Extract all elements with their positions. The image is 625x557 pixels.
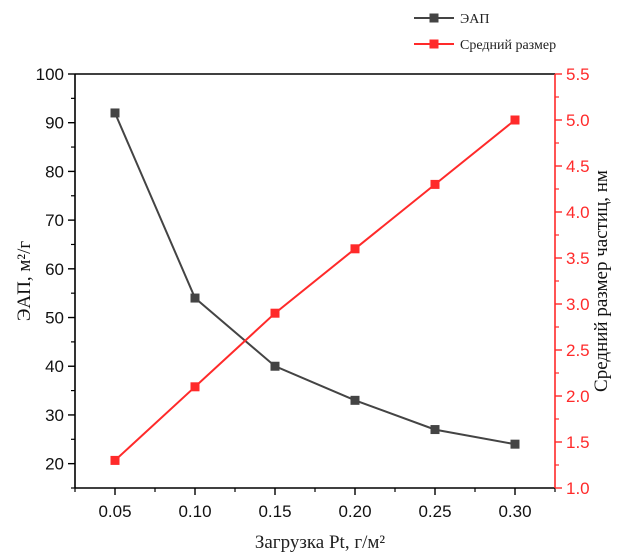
y-axis-right-title: Средний размер частиц, нм (591, 170, 612, 392)
y-left-tick-label: 70 (45, 211, 64, 230)
series-size-point (350, 244, 360, 254)
x-tick-label: 0.20 (338, 502, 371, 521)
y-left-tick-label: 90 (45, 114, 64, 133)
y-left-tick-label: 80 (45, 162, 64, 181)
series-size-point (270, 308, 280, 318)
y-right-tick-label: 1.5 (566, 433, 590, 452)
y-axis-left-title: ЭАП, м²/г (14, 241, 35, 321)
y-right-tick-label: 5.0 (566, 111, 590, 130)
x-tick-label: 0.15 (258, 502, 291, 521)
series-eap-point (190, 293, 200, 303)
y-left-tick-label: 50 (45, 309, 64, 328)
y-right-tick-label: 2.0 (566, 387, 590, 406)
series-size-point (430, 179, 440, 189)
legend-label: Средний размер (460, 38, 556, 53)
y-left-tick-label: 30 (45, 406, 64, 425)
y-right-tick-label: 5.5 (566, 65, 590, 84)
x-tick-label: 0.10 (178, 502, 211, 521)
legend-marker (429, 39, 439, 49)
series-eap-line (114, 112, 516, 446)
series-eap-point (510, 439, 520, 449)
x-tick-label: 0.05 (98, 502, 131, 521)
series-eap-point (110, 108, 120, 118)
x-tick-label: 0.30 (498, 502, 531, 521)
y-left-tick-label: 40 (45, 357, 64, 376)
y-left-tick-label: 60 (45, 260, 64, 279)
y-right-tick-label: 1.0 (566, 479, 590, 498)
legend-marker (429, 13, 439, 23)
y-left-tick-label: 100 (36, 65, 64, 84)
y-right-tick-label: 3.0 (566, 295, 590, 314)
legend-label: ЭАП (460, 12, 489, 27)
y-right-tick-label: 4.5 (566, 157, 590, 176)
legend: ЭАП Средний размер (414, 12, 556, 53)
series-eap-point (270, 361, 280, 371)
series-size-point (110, 455, 120, 465)
series-size-line (114, 119, 516, 462)
series-eap-point (350, 395, 360, 405)
x-axis-title: Загрузка Pt, г/м² (255, 532, 386, 553)
y-right-tick-label: 3.5 (566, 249, 590, 268)
plot-area (110, 108, 520, 465)
series-size-point (510, 115, 520, 125)
series-eap-point (430, 425, 440, 435)
y-left-tick-label: 20 (45, 455, 64, 474)
y-right-tick-label: 2.5 (566, 341, 590, 360)
y-right-tick-label: 4.0 (566, 203, 590, 222)
x-tick-label: 0.25 (418, 502, 451, 521)
series-size-point (190, 382, 200, 392)
axes: 0.05 0.10 0.15 0.20 0.25 0.30 20 30 40 50 60 70 80 90… (36, 65, 590, 521)
